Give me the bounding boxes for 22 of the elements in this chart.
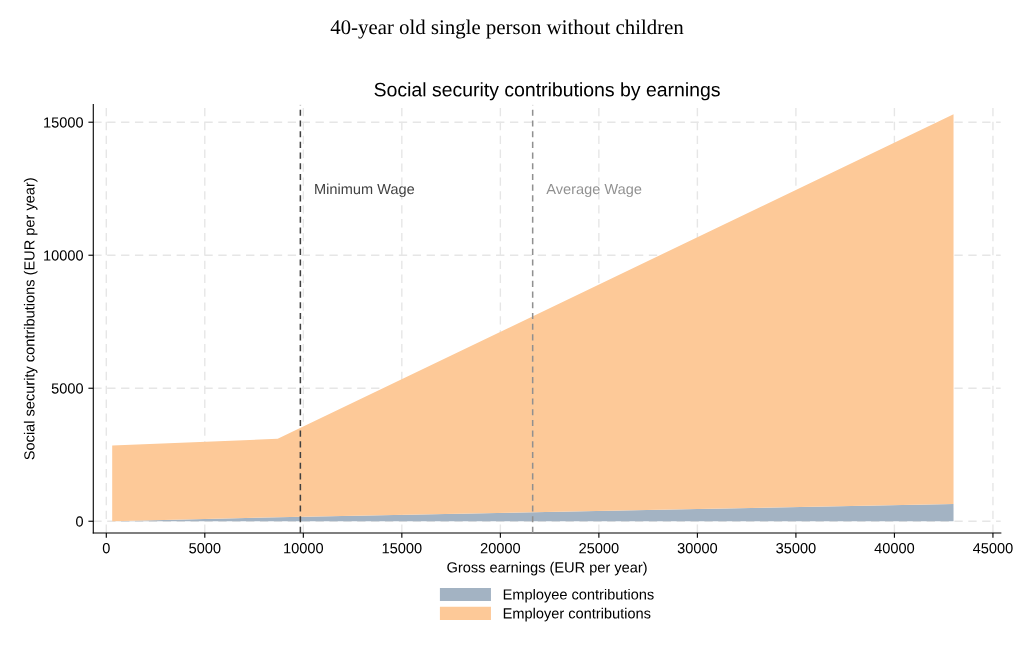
y-tick-label: 15000 bbox=[44, 117, 83, 128]
x-tick-label: 20000 bbox=[480, 543, 521, 554]
legend-label: Employer contributions bbox=[503, 607, 651, 622]
x-tick-label: 45000 bbox=[973, 543, 1013, 554]
x-tick-label: 25000 bbox=[579, 543, 619, 554]
y-tick-label: 10000 bbox=[44, 250, 83, 261]
x-axis-title: Gross earnings (EUR per year) bbox=[447, 561, 647, 576]
x-tick-label: 40000 bbox=[874, 543, 915, 554]
x-tick-label: 35000 bbox=[776, 543, 816, 554]
x-tick-label: 15000 bbox=[382, 543, 422, 554]
chart-subtitle: Social security contributions by earnings bbox=[374, 82, 720, 101]
ref-line-label: Average Wage bbox=[546, 184, 642, 198]
x-tick-label: 5000 bbox=[189, 543, 221, 554]
chart-title: 40-year old single person without children bbox=[330, 19, 684, 39]
ref-line-label: Minimum Wage bbox=[315, 183, 415, 198]
x-tick-label: 0 bbox=[102, 543, 110, 554]
y-axis-title: Social security contributions (EUR per year) bbox=[23, 178, 38, 460]
y-tick-label: 0 bbox=[76, 516, 83, 527]
y-tick-label: 5000 bbox=[51, 383, 83, 394]
legend-label: Employee contributions bbox=[503, 588, 654, 603]
x-tick-label: 30000 bbox=[677, 543, 718, 554]
x-tick-label: 10000 bbox=[284, 543, 324, 554]
